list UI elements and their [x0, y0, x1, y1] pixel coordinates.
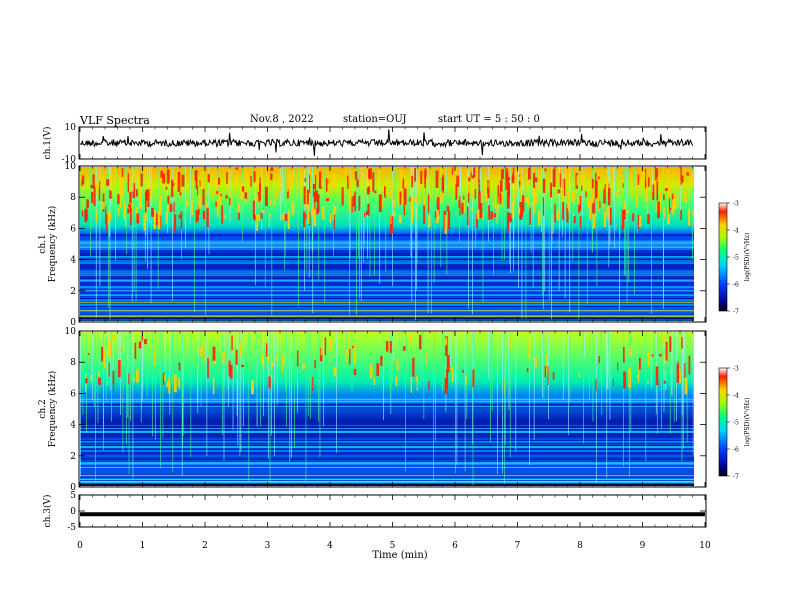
ch2-spec-ylabel: ch.2Frequency (kHz): [38, 371, 58, 448]
y-tick-label: 0: [70, 318, 76, 328]
colorbar-tick-label: -5: [733, 255, 739, 262]
colorbar-tick-label: -7: [733, 474, 739, 481]
figure-title: VLF Spectra: [80, 114, 150, 127]
y-tick-label: 0: [70, 483, 76, 493]
ch1-ylabel: ch.1(V): [42, 127, 53, 160]
x-tick-label: 7: [515, 541, 521, 551]
y-tick-label: -5: [67, 523, 76, 533]
y-tick-label: 8: [70, 358, 76, 368]
x-tick-label: 4: [327, 541, 333, 551]
x-tick-label: 3: [265, 541, 271, 551]
x-tick-label: 10: [699, 541, 711, 551]
ch1-colorbar-label: log(PSD)(V²/Hz): [744, 233, 751, 282]
y-tick-label: 8: [70, 193, 76, 203]
y-tick-label: -10: [62, 155, 77, 165]
colorbar-tick-label: -4: [733, 228, 739, 235]
colorbar-tick-label: -5: [733, 420, 739, 427]
station-label: station=OUJ: [343, 114, 407, 125]
y-tick-label: 6: [70, 389, 76, 399]
colorbar-tick-label: -3: [733, 201, 739, 208]
y-tick-label: 10: [65, 123, 77, 133]
colorbar-tick-label: -6: [733, 282, 739, 289]
y-tick-label: 10: [65, 327, 77, 337]
x-axis-label: Time (min): [372, 550, 427, 561]
x-tick-label: 2: [202, 541, 208, 551]
y-tick-label: 0: [70, 507, 76, 517]
x-tick-label: 5: [390, 541, 396, 551]
y-tick-label: 10: [65, 162, 77, 172]
x-tick-label: 1: [140, 541, 146, 551]
start-time-label: start UT = 5 : 50 : 0: [438, 114, 540, 125]
y-tick-label: 2: [70, 287, 76, 297]
ch1-colorbar: [718, 202, 728, 312]
colorbar-tick-label: -4: [733, 393, 739, 400]
date-label: Nov.8 , 2022: [250, 114, 314, 125]
x-tick-label: 8: [577, 541, 583, 551]
ch2-colorbar-label: log(PSD)(V²/Hz): [744, 398, 751, 447]
colorbar-tick-label: -7: [733, 309, 739, 316]
ch3-ylabel: ch.3(V): [42, 495, 53, 528]
ch1-waveform-trace: [79, 129, 694, 156]
x-tick-label: 9: [640, 541, 646, 551]
x-tick-label: 0: [77, 541, 83, 551]
x-tick-label: 6: [452, 541, 458, 551]
y-tick-label: 4: [70, 421, 76, 431]
ch2-colorbar: [718, 367, 728, 477]
ch1-spec-ylabel: ch.1Frequency (kHz): [38, 206, 58, 283]
y-tick-label: 5: [70, 491, 76, 501]
y-tick-label: 6: [70, 224, 76, 234]
y-tick-label: 2: [70, 452, 76, 462]
colorbar-tick-label: -3: [733, 366, 739, 373]
y-tick-label: 4: [70, 256, 76, 266]
colorbar-tick-label: -6: [733, 447, 739, 454]
